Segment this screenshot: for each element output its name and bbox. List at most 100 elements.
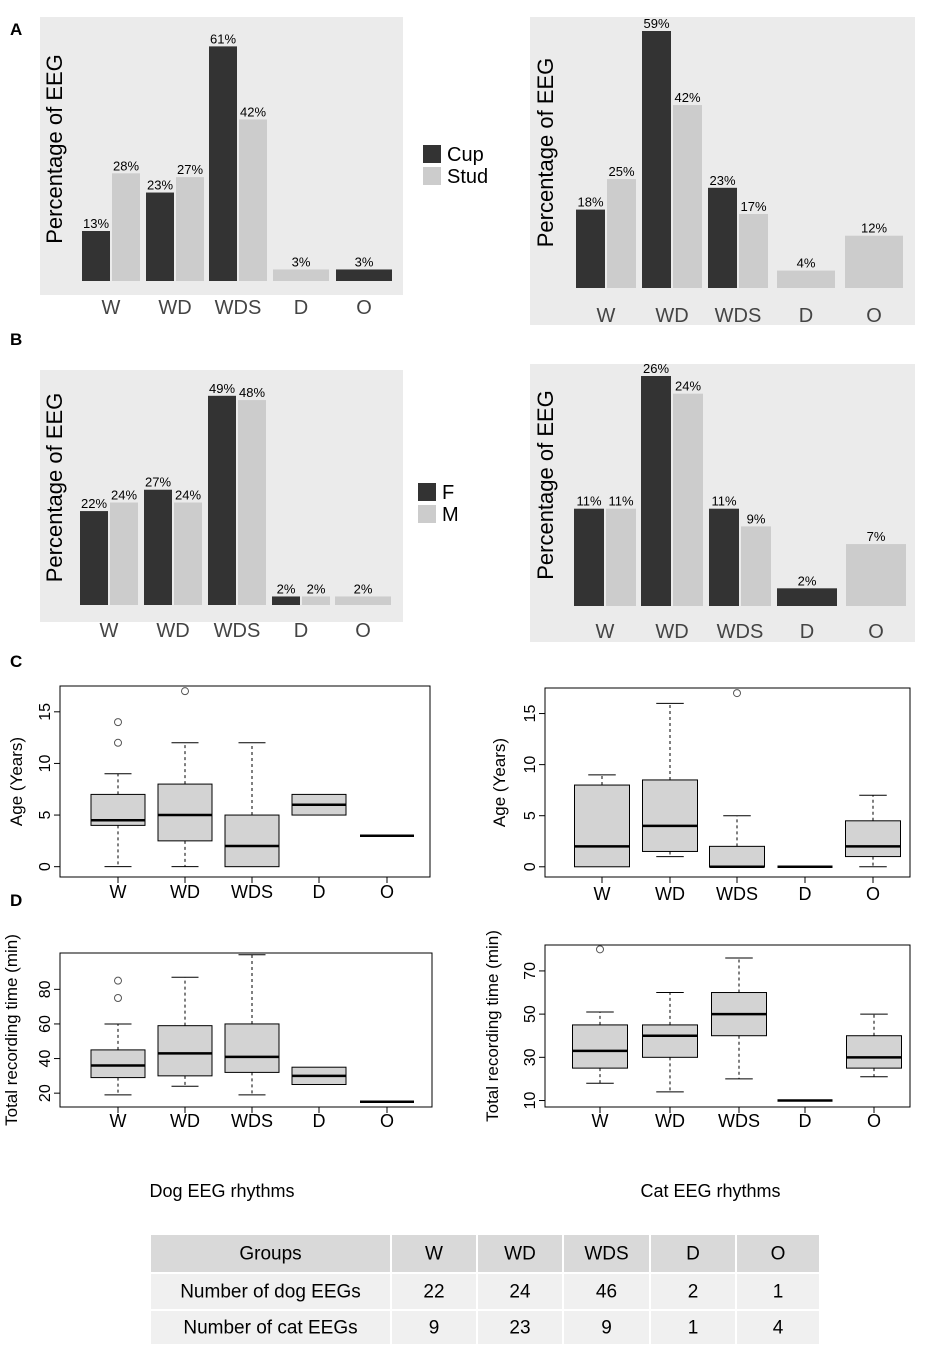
y-tick-label: 10 — [522, 756, 539, 774]
outlier-point — [114, 718, 122, 727]
table-cell-bg — [564, 1311, 649, 1344]
legend-label: F — [442, 482, 454, 504]
x-tick-label: WDS — [716, 884, 758, 904]
x-tick-label: W — [110, 1111, 127, 1131]
y-tick-label: 5 — [37, 811, 54, 820]
x-tick-label: O — [868, 621, 884, 643]
bar-value-label: 24% — [675, 379, 701, 394]
bar-value-label: 48% — [239, 385, 265, 400]
box-wds — [709, 845, 765, 868]
table-cell-bg — [651, 1235, 735, 1272]
table-cell-bg — [478, 1274, 562, 1309]
bar-value-label: 23% — [147, 178, 173, 193]
x-tick-label: W — [102, 297, 121, 319]
x-axis-label: Cat EEG rhythms — [640, 1181, 780, 1201]
table-cell-bg — [392, 1311, 476, 1344]
bar-f-d — [777, 588, 837, 606]
table-cell: 2 — [688, 1282, 699, 1303]
y-tick-label: 80 — [37, 980, 54, 998]
bar-f-d — [272, 596, 300, 605]
bar-value-label: 3% — [355, 254, 374, 269]
bar-value-label: 4% — [797, 256, 816, 271]
x-tick-label: O — [866, 884, 880, 904]
legend-label: Cup — [447, 144, 484, 166]
bar-f-wds — [208, 395, 236, 605]
table-cell: 1 — [773, 1282, 784, 1303]
y-tick-label: 10 — [522, 1092, 539, 1110]
table-cell: 1 — [688, 1318, 699, 1339]
legend-swatch — [423, 145, 441, 163]
y-tick-label: 60 — [37, 1015, 54, 1033]
bar-value-label: 2% — [307, 581, 326, 596]
boxplot-recording-cat: 10 30 50 70 W WD WDS D O Total recording time (mi… — [483, 930, 911, 1201]
x-tick-label: WD — [170, 1111, 200, 1131]
table-cell: 4 — [773, 1318, 784, 1339]
y-tick-label: 70 — [522, 962, 539, 980]
bar-value-label: 2% — [277, 581, 296, 596]
bar-value-label: 18% — [577, 195, 603, 210]
bar-value-label: 11% — [711, 494, 736, 509]
legend-swatch — [418, 505, 436, 523]
box-wds — [224, 1023, 280, 1073]
bar-value-label: 22% — [81, 496, 107, 511]
box-wds — [224, 814, 280, 868]
y-tick-label: 0 — [37, 862, 54, 871]
x-tick-label: D — [313, 882, 326, 902]
box-o — [845, 820, 901, 858]
y-tick-label: 30 — [522, 1048, 539, 1066]
outlier-point — [114, 993, 122, 1002]
table-cell-bg — [392, 1235, 476, 1272]
x-tick-label: W — [594, 884, 611, 904]
bar-value-label: 61% — [210, 31, 236, 46]
bar-m-wds — [741, 526, 771, 606]
x-tick-label: WD — [655, 1111, 685, 1131]
table-header-cell: W — [425, 1244, 443, 1265]
table-cell-bg — [737, 1235, 819, 1272]
box-o — [846, 1035, 902, 1069]
y-tick-label: 50 — [522, 1005, 539, 1023]
box-w — [90, 1049, 146, 1079]
y-axis-label: Total recording time (min) — [483, 930, 502, 1122]
bar-stud-wd — [176, 177, 204, 281]
bar-m-wds — [238, 400, 266, 605]
bar-chart-cup-stud-dog: 13% 28% W 23% 27% WD 61% 42% WDS 3% D 3% O Percentage… — [40, 17, 488, 319]
x-tick-label: W — [592, 1111, 609, 1131]
x-tick-label: WD — [655, 305, 688, 327]
x-tick-label: WD — [156, 620, 189, 642]
x-tick-label: WDS — [231, 882, 273, 902]
table-cell-bg — [392, 1274, 476, 1309]
table-cell-bg — [478, 1311, 562, 1344]
x-tick-label: D — [800, 621, 814, 643]
bar-value-label: 13% — [83, 216, 109, 231]
x-tick-label: O — [380, 1111, 394, 1131]
table-cell: 23 — [509, 1318, 530, 1339]
x-tick-label: WD — [158, 297, 191, 319]
plot-frame — [59, 685, 431, 878]
y-tick-label: 20 — [37, 1084, 54, 1102]
bar-cup-wd — [642, 31, 671, 288]
bar-value-label: 3% — [292, 254, 311, 269]
bar-cup-wds — [708, 187, 737, 288]
x-tick-label: W — [100, 620, 119, 642]
bar-value-label: 24% — [175, 488, 201, 503]
box-wd — [157, 1025, 213, 1077]
bar-value-label: 27% — [145, 475, 171, 490]
plot-frame — [544, 687, 911, 878]
bar-m-w — [606, 508, 636, 606]
y-tick-label: 40 — [37, 1050, 54, 1068]
y-axis-label: Percentage of EEG — [42, 393, 67, 583]
outlier-point — [114, 976, 122, 985]
box-wd — [642, 1024, 698, 1058]
table-header-cell: D — [686, 1244, 700, 1265]
bar-m-o — [335, 596, 391, 605]
bar-m-w — [110, 502, 138, 605]
bar-value-label: 2% — [798, 573, 817, 588]
plot-frame — [59, 952, 433, 1108]
bar-stud-wd — [673, 105, 702, 289]
table-cell: 46 — [596, 1282, 617, 1303]
box-w — [572, 1024, 628, 1069]
y-axis-label: Age (Years) — [7, 737, 26, 826]
bar-m-wd — [174, 502, 202, 605]
bar-value-label: 24% — [111, 488, 137, 503]
bar-value-label: 9% — [747, 511, 766, 526]
